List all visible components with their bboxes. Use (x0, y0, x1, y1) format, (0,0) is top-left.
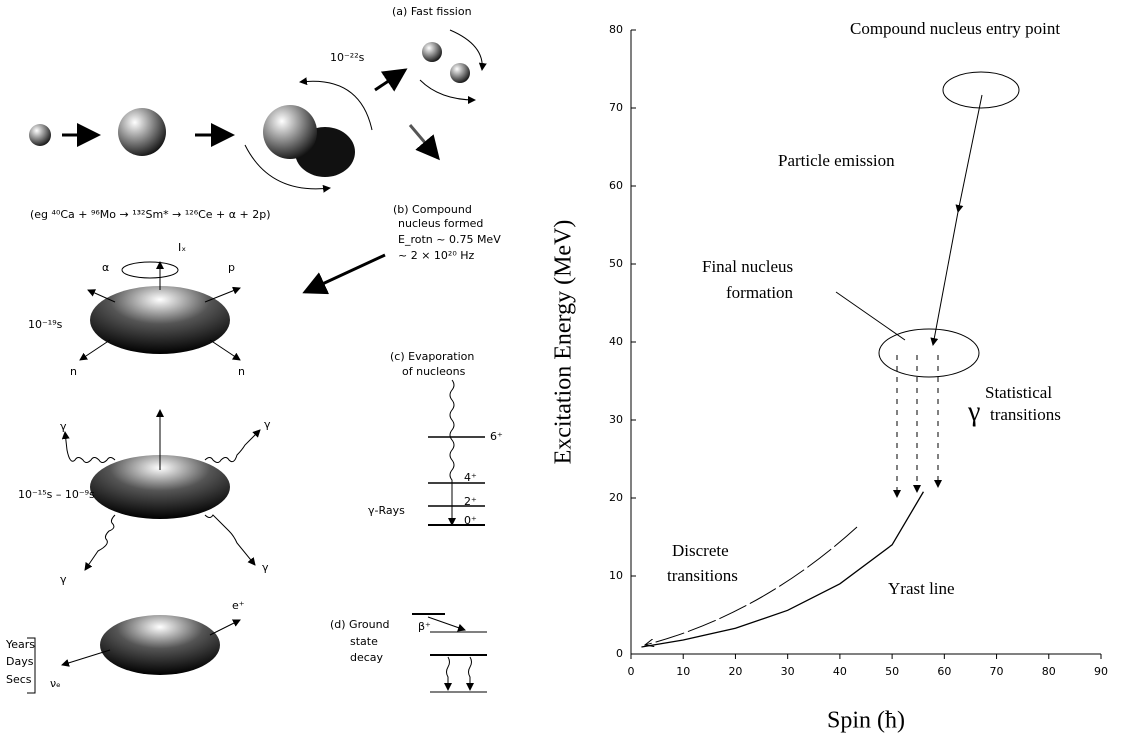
diagram-label: Secs (6, 673, 32, 686)
diagram-label: 10⁻¹⁵s – 10⁻⁹s (18, 488, 95, 501)
annotation: Statistical (985, 383, 1052, 402)
arrow (305, 255, 385, 292)
gamma-ray (85, 515, 115, 570)
diagram-label: 4⁺ (464, 471, 477, 484)
diagram-label: p (228, 261, 235, 274)
x-tick-label: 30 (781, 665, 795, 678)
arrow (410, 125, 438, 158)
figure: (a) Fast fission 10⁻²²s (eg ⁴⁰Ca + ⁹⁶Mo → … (0, 0, 1123, 747)
annotation: transitions (667, 566, 738, 585)
diagram-label: 10⁻²²s (330, 51, 365, 64)
arrow (958, 95, 982, 212)
diagram-label: 6⁺ (490, 430, 503, 443)
projectile (29, 124, 51, 146)
diagram-label: (a) Fast fission (392, 5, 472, 18)
ground-state-nucleus (100, 615, 220, 675)
y-tick-label: 0 (616, 647, 623, 660)
diagram-label: (eg ⁴⁰Ca + ⁹⁶Mo → ¹³²Sm* → ¹²⁶Ce + α + 2… (30, 208, 271, 221)
emission (210, 620, 240, 635)
emission (80, 340, 110, 360)
rotation (122, 262, 178, 278)
annotation: Final nucleus (702, 257, 793, 276)
gamma-ray (205, 515, 255, 565)
nucleus (118, 108, 166, 156)
emission (210, 340, 240, 360)
annotation: formation (726, 283, 794, 302)
diagram-label: n (70, 365, 77, 378)
diagram-label: 10⁻¹⁹s (28, 318, 63, 331)
entry-region (943, 72, 1019, 108)
diagram-label: (b) Compound (393, 203, 472, 216)
y-tick-label: 80 (609, 23, 623, 36)
annotation: γ (967, 396, 980, 427)
diagram-label: γ (60, 573, 67, 586)
y-tick-label: 20 (609, 491, 623, 504)
annotation: Particle emission (778, 151, 895, 170)
x-tick-label: 80 (1042, 665, 1056, 678)
x-tick-label: 20 (728, 665, 742, 678)
diagram-label: γ (264, 418, 271, 431)
diagram-label: Years (5, 638, 35, 651)
series-label: Yrast line (888, 579, 955, 598)
y-tick-label: 70 (609, 101, 623, 114)
x-tick-label: 90 (1094, 665, 1108, 678)
x-axis-label: Spin (ħ) (827, 708, 905, 734)
decay (428, 617, 465, 630)
x-tick-label: 50 (885, 665, 899, 678)
gamma-ray (205, 430, 260, 463)
gamma-ray (65, 432, 115, 463)
diagram-label: e⁺ (232, 599, 245, 612)
diagram-label: νₑ (50, 677, 61, 690)
y-axis-label: Excitation Energy (MeV) (551, 220, 577, 465)
cascade (469, 657, 472, 690)
y-tick-label: 40 (609, 335, 623, 348)
diagram-label: 0⁺ (464, 514, 477, 527)
diagram-label: Days (6, 655, 34, 668)
x-tick-label: 10 (676, 665, 690, 678)
diagram-label: γ (262, 561, 269, 574)
diagram-label: (c) Evaporation (390, 350, 474, 363)
diagram-label: of nucleons (402, 365, 466, 378)
final-region (879, 329, 979, 377)
cascade (450, 380, 454, 525)
diagram-label: E_rotn ~ 0.75 MeV (398, 233, 501, 246)
fragment (450, 63, 470, 83)
cascade (447, 657, 450, 690)
pointer (836, 292, 905, 340)
x-tick-label: 0 (628, 665, 635, 678)
y-tick-label: 30 (609, 413, 623, 426)
diagram-label: ~ 2 × 10²⁰ Hz (398, 249, 475, 262)
y-tick-label: 50 (609, 257, 623, 270)
diagram-label: γ-Rays (368, 504, 405, 517)
emission (205, 288, 240, 302)
diagram-label: β⁺ (418, 620, 431, 633)
arrow (933, 212, 958, 345)
arrow (375, 70, 405, 90)
diagram-label: state (350, 635, 378, 648)
diagram-label: Iₓ (178, 241, 186, 254)
x-tick-label: 60 (937, 665, 951, 678)
emission (62, 650, 110, 665)
diagram-label: γ (60, 420, 67, 433)
annotation: transitions (990, 405, 1061, 424)
annotation: Compound nucleus entry point (850, 19, 1060, 38)
diagram-label: (d) Ground (330, 618, 390, 631)
y-tick-label: 10 (609, 569, 623, 582)
rotation-arrow (450, 30, 482, 70)
fused-nucleus (263, 105, 317, 159)
diagram-label: n (238, 365, 245, 378)
diagram-label: 2⁺ (464, 495, 477, 508)
fragment (422, 42, 442, 62)
compound-nucleus (90, 286, 230, 354)
x-tick-label: 40 (833, 665, 847, 678)
diagram-label: nucleus formed (398, 217, 483, 230)
diagram-label: α (102, 261, 109, 274)
x-tick-label: 70 (990, 665, 1004, 678)
y-tick-label: 60 (609, 179, 623, 192)
rotation-arrow (420, 80, 475, 100)
annotation: Discrete (672, 541, 729, 560)
diagram-label: decay (350, 651, 384, 664)
